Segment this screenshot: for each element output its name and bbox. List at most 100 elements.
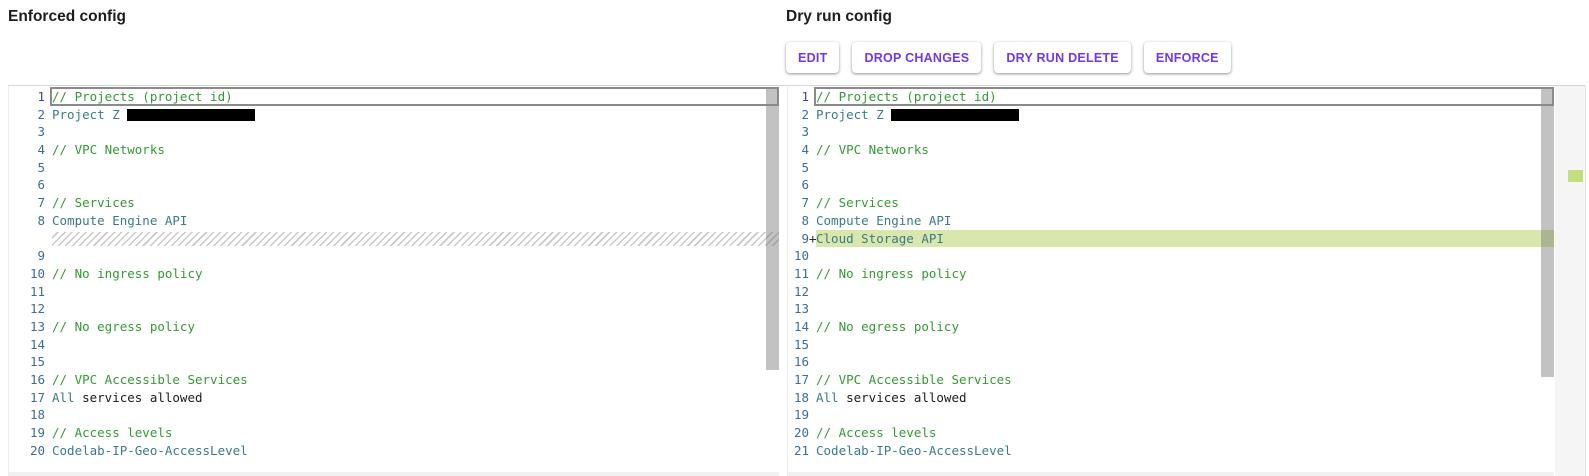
code-line[interactable]: 20 // Access levels [788,424,1554,442]
code-line[interactable]: 6 [788,176,1554,194]
code-line[interactable]: 2 Project Z [9,106,779,124]
code-line[interactable]: 1 // Projects (project id) [788,88,1554,106]
diff-add-marker [809,159,816,177]
line-number: 9 [801,230,809,246]
code-line[interactable]: 13 // No egress policy [9,318,779,336]
code-line[interactable]: 7 // Services [788,194,1554,212]
code-line[interactable]: 1 // Projects (project id) [9,88,779,106]
identifier-token: All [52,389,75,405]
line-number: 9 [37,248,45,264]
diff-add-marker [45,265,52,283]
diff-add-marker [809,194,816,212]
drop-changes-button[interactable]: DROP CHANGES [852,42,982,73]
comment-token: // VPC Networks [816,142,929,158]
comment-token: // Access levels [52,425,173,441]
line-number: 16 [29,372,45,387]
code-line[interactable]: 4 // VPC Networks [788,141,1554,159]
code-line[interactable]: 18 [9,406,779,424]
diff-overview-ruler[interactable] [1555,86,1586,476]
code-text: Codelab-IP-Geo-AccessLevel [816,442,1554,460]
code-line[interactable]: 12 [9,300,779,318]
code-text [816,336,1554,354]
line-number: 15 [29,354,45,370]
line-number: 4 [37,142,45,158]
code-line[interactable]: 8 Compute Engine API [788,212,1554,230]
redacted-text [891,108,1020,121]
code-line[interactable]: 21 Codelab-IP-Geo-AccessLevel [788,442,1554,460]
identifier-token: Project Z [816,106,892,122]
enforce-button[interactable]: ENFORCE [1143,42,1231,73]
diff-add-marker [809,176,816,194]
code-line[interactable]: 10 [788,247,1554,265]
diff-add-marker [809,406,816,424]
text-token: services allowed [74,389,203,405]
code-text: // No ingress policy [816,265,1554,283]
enforced-config-editor[interactable]: 1 // Projects (project id) 2 Project Z 3 4 //… [8,86,779,476]
diff-add-marker [809,300,816,318]
code-line[interactable]: 19 [788,406,1554,424]
line-number: 12 [793,283,809,299]
code-line[interactable]: 3 [788,123,1554,141]
line-number: 19 [29,425,45,441]
line-number [9,230,45,248]
code-line[interactable]: 6 [9,176,779,194]
horizontal-scrollbar-track[interactable] [9,472,779,476]
code-line[interactable]: 16 // VPC Accessible Services [9,371,779,389]
diff-add-marker [45,88,52,106]
dry-run-config-editor[interactable]: 1 // Projects (project id) 2 Project Z 3 4 //… [787,86,1554,476]
code-line[interactable]: 5 [9,159,779,177]
line-number: 11 [29,283,45,299]
code-line[interactable]: 15 [788,336,1554,354]
code-line[interactable]: 20 Codelab-IP-Geo-AccessLevel [9,442,779,460]
code-line[interactable]: 19 // Access levels [9,424,779,442]
code-line[interactable]: 9 [9,247,779,265]
code-line[interactable]: 11 [9,283,779,301]
code-line[interactable]: 3 [9,123,779,141]
dry-run-config-title: Dry run config [786,8,892,25]
code-text [816,247,1554,265]
code-text: // Services [52,194,779,212]
code-line[interactable]: 2 Project Z [788,106,1554,124]
diff-add-marker [809,424,816,442]
line-number: 1 [801,89,809,104]
edit-button[interactable]: EDIT [786,42,840,73]
comment-token: // Services [52,195,135,211]
code-line[interactable]: 14 [9,336,779,354]
dry-run-delete-button[interactable]: DRY RUN DELETE [994,42,1131,73]
vertical-scrollbar[interactable] [1541,88,1554,377]
added-line-marker-icon[interactable] [1568,170,1583,182]
diff-placeholder-row[interactable] [9,230,779,248]
code-text: // No egress policy [52,318,779,336]
diff-add-marker [809,212,816,230]
diff-add-marker [45,353,52,371]
code-line[interactable]: 9 + Cloud Storage API [788,229,1554,248]
code-text: // VPC Networks [816,141,1554,159]
code-line[interactable]: 17 All services allowed [9,389,779,407]
code-rows: 1 // Projects (project id) 2 Project Z 3 4 //… [9,86,779,459]
code-line[interactable]: 15 [9,353,779,371]
code-line[interactable]: 10 // No ingress policy [9,265,779,283]
config-diff-view: 1 // Projects (project id) 2 Project Z 3 4 //… [8,85,1586,476]
code-text: Cloud Storage API [816,229,1554,248]
code-line[interactable]: 13 [788,300,1554,318]
code-line[interactable]: 14 // No egress policy [788,318,1554,336]
code-line[interactable]: 11 // No ingress policy [788,265,1554,283]
line-number: 7 [37,195,45,211]
code-text [816,353,1554,371]
code-line[interactable]: 12 [788,283,1554,301]
code-line[interactable]: 17 // VPC Accessible Services [788,371,1554,389]
code-line[interactable]: 8 Compute Engine API [9,212,779,230]
comment-token: // VPC Accessible Services [816,372,1012,387]
code-line[interactable]: 16 [788,353,1554,371]
code-line[interactable]: 18 All services allowed [788,389,1554,407]
code-line[interactable]: 4 // VPC Networks [9,141,779,159]
comment-token: // Projects (project id) [816,89,997,104]
vertical-scrollbar[interactable] [766,88,779,370]
horizontal-scrollbar-track[interactable] [788,472,1554,476]
diff-add-marker [809,283,816,301]
code-text: All services allowed [816,389,1554,407]
line-number: 18 [29,407,45,423]
line-number: 14 [29,336,45,352]
code-line[interactable]: 7 // Services [9,194,779,212]
code-line[interactable]: 5 [788,159,1554,177]
